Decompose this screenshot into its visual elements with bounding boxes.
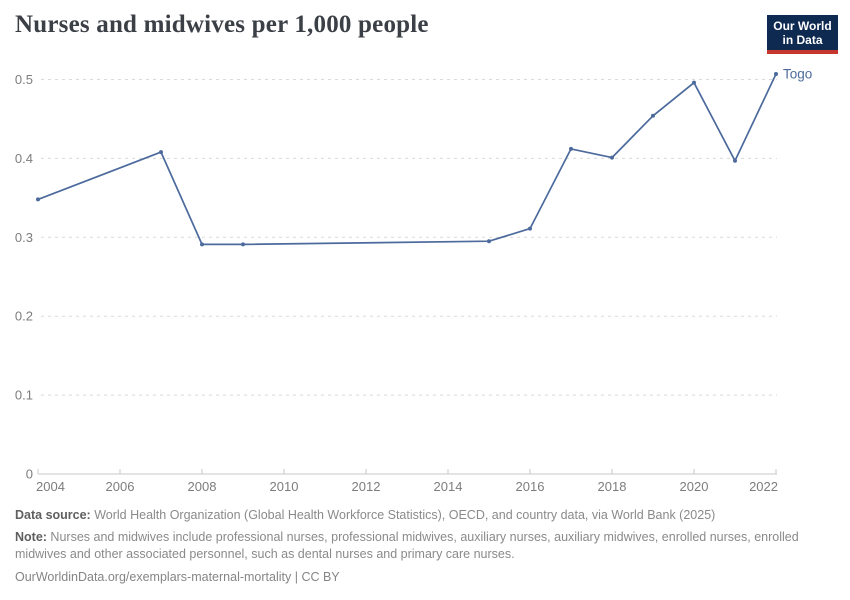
data-point-2015[interactable]: [487, 239, 491, 244]
y-tick-label: 0.2: [15, 309, 33, 324]
data-point-2017[interactable]: [569, 146, 573, 151]
note-line: Note: Nurses and midwives include profes…: [15, 529, 837, 563]
data-point-2016[interactable]: [528, 226, 532, 231]
data-point-2004[interactable]: [36, 197, 40, 202]
data-point-2018[interactable]: [610, 155, 614, 160]
y-tick-label: 0.5: [15, 72, 33, 87]
data-source-text: World Health Organization (Global Health…: [90, 508, 716, 522]
x-tick-label: 2018: [598, 479, 627, 494]
y-tick-label: 0: [26, 467, 33, 482]
x-tick-label: 2006: [106, 479, 135, 494]
owid-logo-line2: in Data: [782, 32, 823, 47]
series-line-togo[interactable]: [37, 73, 777, 246]
note-text: Nurses and midwives include professional…: [15, 530, 799, 561]
series-end-label[interactable]: Togo: [783, 66, 812, 81]
y-tick-label: 0.4: [15, 151, 33, 166]
owid-logo-line1: Our World: [773, 18, 832, 33]
x-tick-label: 2008: [188, 479, 217, 494]
data-point-2022[interactable]: [774, 71, 778, 76]
x-tick-label: 2022: [749, 479, 778, 494]
chart-footer: Data source: World Health Organization (…: [15, 507, 837, 586]
data-point-2007[interactable]: [159, 150, 163, 155]
x-tick-label: 2016: [516, 479, 545, 494]
owid-logo[interactable]: Our World in Data: [767, 15, 838, 54]
x-tick-label: 2012: [352, 479, 381, 494]
y-tick-label: 0.3: [15, 230, 33, 245]
x-tick-label: 2020: [680, 479, 709, 494]
data-point-2019[interactable]: [651, 113, 655, 118]
note-label: Note:: [15, 530, 47, 544]
x-tick-label: 2010: [270, 479, 299, 494]
x-tick-label: 2004: [36, 479, 65, 494]
citation-link[interactable]: OurWorldinData.org/exemplars-maternal-mo…: [15, 570, 340, 584]
y-tick-label: 0.1: [15, 388, 33, 403]
data-point-2020[interactable]: [692, 80, 696, 85]
data-point-2008[interactable]: [200, 242, 204, 247]
x-tick-label: 2014: [434, 479, 463, 494]
data-point-2021[interactable]: [733, 158, 737, 163]
line-chart[interactable]: 0 0.1 0.2 0.3 0.4 0.5 2004 2006 2008 2010 2012 2014…: [0, 0, 850, 505]
data-source-line: Data source: World Health Organization (…: [15, 507, 837, 524]
data-source-label: Data source:: [15, 508, 91, 522]
data-point-2009[interactable]: [241, 242, 245, 247]
page-title: Nurses and midwives per 1,000 people: [15, 11, 429, 38]
